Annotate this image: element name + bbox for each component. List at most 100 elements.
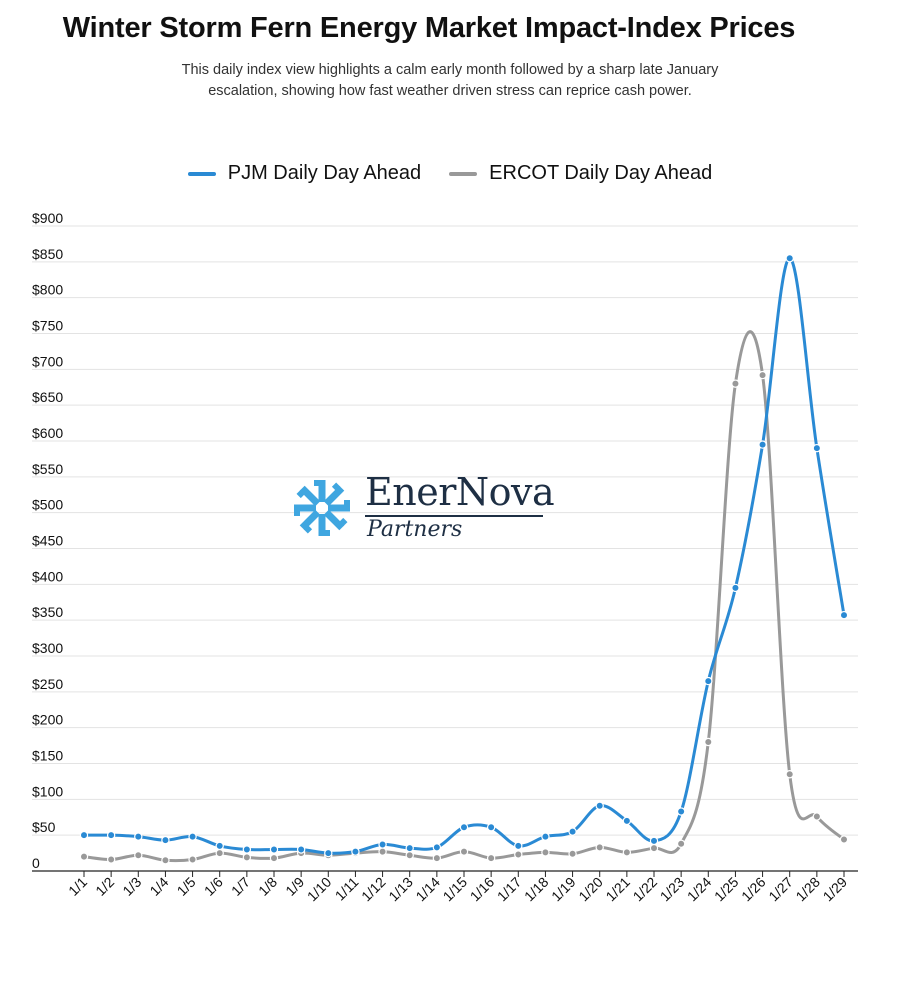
data-point-ercot[interactable] [731, 379, 740, 388]
logo-name: EnerNova [365, 470, 555, 514]
data-point-pjm[interactable] [134, 832, 143, 841]
legend-swatch-pjm [187, 171, 216, 176]
data-point-pjm[interactable] [595, 801, 604, 810]
data-point-pjm[interactable] [731, 583, 740, 593]
data-point-pjm[interactable] [459, 823, 469, 832]
y-tick-label: $900 [32, 210, 63, 226]
data-point-pjm[interactable] [812, 443, 822, 453]
data-point-ercot[interactable] [486, 853, 496, 863]
y-tick-label: $50 [32, 819, 56, 835]
data-point-pjm[interactable] [405, 843, 414, 853]
data-point-ercot[interactable] [649, 843, 659, 853]
data-point-ercot[interactable] [215, 848, 224, 858]
data-point-pjm[interactable] [622, 816, 632, 826]
data-point-ercot[interactable] [622, 848, 632, 857]
x-tick-label: 1/16 [467, 874, 498, 905]
data-point-pjm[interactable] [378, 840, 387, 849]
data-point-pjm[interactable] [269, 845, 279, 854]
y-tick-label: $350 [32, 604, 63, 620]
x-tick-label: 1/19 [548, 874, 579, 905]
y-tick-label: $400 [32, 568, 63, 584]
data-point-pjm[interactable] [514, 841, 523, 851]
x-tick-label: 1/7 [228, 874, 253, 899]
data-point-pjm[interactable] [785, 254, 794, 263]
data-point-pjm[interactable] [296, 845, 306, 854]
x-tick-label: 1/10 [304, 874, 335, 905]
data-point-pjm[interactable] [242, 845, 252, 854]
data-point-ercot[interactable] [378, 847, 387, 856]
data-point-ercot[interactable] [432, 853, 442, 863]
data-point-ercot[interactable] [188, 855, 197, 864]
data-point-pjm[interactable] [351, 847, 360, 856]
y-tick-label: $300 [32, 640, 63, 656]
data-point-pjm[interactable] [704, 676, 713, 686]
data-point-ercot[interactable] [242, 853, 252, 862]
x-tick-label: 1/21 [602, 874, 633, 905]
data-point-ercot[interactable] [595, 843, 604, 852]
y-tick-label: $750 [32, 318, 63, 334]
data-point-pjm[interactable] [324, 848, 333, 858]
data-point-pjm[interactable] [649, 836, 659, 846]
x-tick-label: 1/12 [358, 874, 389, 905]
legend-label-ercot: ERCOT Daily Day Ahead [489, 162, 713, 184]
legend-item-ercot[interactable]: ERCOT Daily Day Ahead [449, 162, 712, 185]
data-point-ercot[interactable] [568, 849, 577, 859]
data-point-ercot[interactable] [459, 847, 469, 856]
data-point-ercot[interactable] [134, 851, 143, 860]
data-point-pjm[interactable] [432, 843, 442, 852]
data-point-pjm[interactable] [758, 440, 767, 449]
y-tick-label: 0 [32, 855, 40, 871]
y-tick-label: $800 [32, 282, 63, 298]
data-point-pjm[interactable] [106, 830, 116, 840]
x-tick-label: 1/29 [820, 874, 851, 905]
data-point-pjm[interactable] [188, 832, 197, 841]
x-tick-label: 1/20 [575, 874, 606, 905]
asterisk-burst-icon [294, 480, 350, 536]
data-point-pjm[interactable] [79, 830, 89, 840]
data-point-pjm[interactable] [215, 841, 224, 851]
x-tick-label: 1/28 [792, 874, 823, 905]
chart-subtitle: This daily index view highlights a calm … [181, 62, 719, 99]
x-tick-label: 1/23 [657, 874, 688, 905]
data-point-ercot[interactable] [812, 812, 822, 821]
data-point-pjm[interactable] [161, 835, 170, 845]
x-tick-label: 1/6 [201, 874, 226, 899]
data-point-pjm[interactable] [676, 807, 686, 816]
data-point-pjm[interactable] [541, 832, 550, 841]
x-tick-label: 1/27 [765, 874, 796, 905]
logo-divider [365, 515, 543, 517]
data-point-ercot[interactable] [405, 851, 414, 860]
x-tick-label: 1/18 [521, 874, 552, 905]
data-point-ercot[interactable] [785, 770, 794, 779]
y-tick-label: $200 [32, 712, 63, 728]
data-point-ercot[interactable] [79, 852, 89, 861]
x-tick-label: 1/14 [412, 874, 443, 905]
data-point-ercot[interactable] [106, 855, 116, 864]
data-point-ercot[interactable] [514, 850, 523, 859]
x-tick-label: 1/2 [92, 874, 117, 899]
x-tick-label: 1/13 [385, 874, 416, 905]
data-point-ercot[interactable] [676, 839, 686, 848]
data-point-ercot[interactable] [704, 737, 713, 747]
legend-swatch-ercot [449, 171, 478, 176]
legend-item-pjm[interactable]: PJM Daily Day Ahead [187, 162, 422, 185]
y-tick-label: $450 [32, 533, 63, 549]
y-tick-label: $150 [32, 748, 63, 764]
x-tick-label: 1/15 [440, 874, 471, 905]
data-point-pjm[interactable] [839, 610, 849, 620]
y-tick-label: $600 [32, 425, 63, 441]
data-point-ercot[interactable] [541, 848, 550, 857]
y-tick-label: $650 [32, 389, 63, 405]
data-point-ercot[interactable] [269, 853, 279, 863]
x-tick-label: 1/26 [738, 874, 769, 905]
data-point-ercot[interactable] [758, 370, 767, 380]
legend: PJM Daily Day Ahead ERCOT Daily Day Ahea… [0, 162, 900, 185]
data-point-ercot[interactable] [839, 835, 849, 844]
x-tick-label: 1/1 [65, 874, 90, 899]
data-point-ercot[interactable] [161, 856, 170, 865]
data-point-pjm[interactable] [568, 827, 577, 836]
legend-label-pjm: PJM Daily Day Ahead [227, 162, 422, 184]
data-point-pjm[interactable] [486, 823, 496, 832]
y-tick-label: $250 [32, 676, 63, 692]
